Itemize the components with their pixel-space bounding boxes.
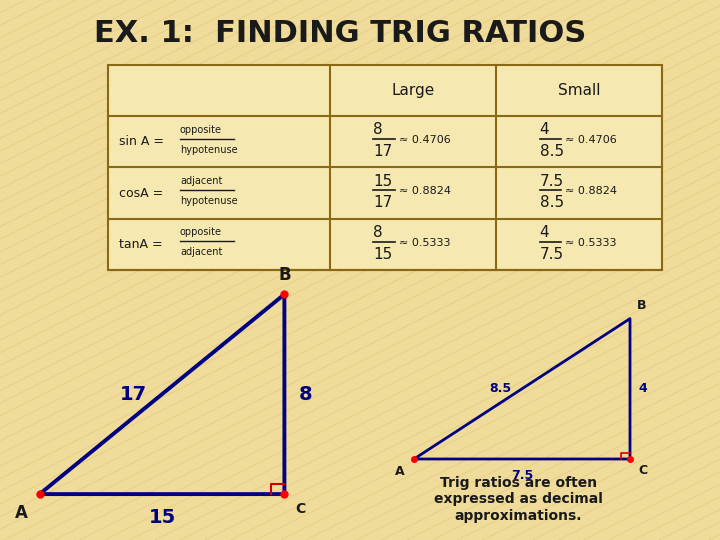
Text: 15: 15 <box>148 508 176 526</box>
Text: 8.5: 8.5 <box>490 382 511 395</box>
Text: adjacent: adjacent <box>180 176 222 186</box>
Text: ≈ 0.5333: ≈ 0.5333 <box>565 238 616 248</box>
Text: adjacent: adjacent <box>180 247 222 258</box>
Text: 8.5: 8.5 <box>540 195 564 210</box>
Text: hypotenuse: hypotenuse <box>180 196 238 206</box>
Text: 7.5: 7.5 <box>540 247 564 261</box>
Text: ≈ 0.4706: ≈ 0.4706 <box>565 135 616 145</box>
Text: ≈ 0.8824: ≈ 0.8824 <box>565 186 617 197</box>
Text: A: A <box>15 504 28 522</box>
Text: A: A <box>395 465 405 478</box>
Text: 15: 15 <box>373 247 392 261</box>
Text: 8: 8 <box>373 225 383 240</box>
Text: Trig ratios are often
expressed as decimal
approximations.: Trig ratios are often expressed as decim… <box>434 476 603 523</box>
Text: 8: 8 <box>373 123 383 137</box>
Text: 4: 4 <box>540 123 549 137</box>
Text: EX. 1:  FINDING TRIG RATIOS: EX. 1: FINDING TRIG RATIOS <box>94 19 586 48</box>
Text: 7.5: 7.5 <box>540 174 564 188</box>
Text: C: C <box>639 464 648 477</box>
Text: 17: 17 <box>120 384 147 404</box>
Bar <box>108 65 662 270</box>
Text: tanA =: tanA = <box>119 238 166 251</box>
Text: B: B <box>278 266 291 284</box>
Text: 8: 8 <box>299 384 312 404</box>
Text: 4: 4 <box>540 225 549 240</box>
Text: B: B <box>637 299 647 312</box>
Text: ≈ 0.5333: ≈ 0.5333 <box>399 238 450 248</box>
Text: sin A =: sin A = <box>119 135 168 148</box>
Text: 8.5: 8.5 <box>540 144 564 159</box>
Text: ≈ 0.4706: ≈ 0.4706 <box>399 135 450 145</box>
Text: Small: Small <box>558 83 600 98</box>
Text: 4: 4 <box>639 382 647 395</box>
Text: 7.5: 7.5 <box>511 469 533 482</box>
Text: hypotenuse: hypotenuse <box>180 145 238 155</box>
Text: C: C <box>295 502 305 516</box>
Text: 17: 17 <box>373 144 392 159</box>
Text: opposite: opposite <box>180 125 222 135</box>
Text: cosA =: cosA = <box>119 186 167 200</box>
Text: 17: 17 <box>373 195 392 210</box>
Text: Large: Large <box>391 83 435 98</box>
Bar <box>108 65 662 270</box>
Text: 15: 15 <box>373 174 392 188</box>
Text: ≈ 0.8824: ≈ 0.8824 <box>399 186 451 197</box>
Text: opposite: opposite <box>180 227 222 238</box>
